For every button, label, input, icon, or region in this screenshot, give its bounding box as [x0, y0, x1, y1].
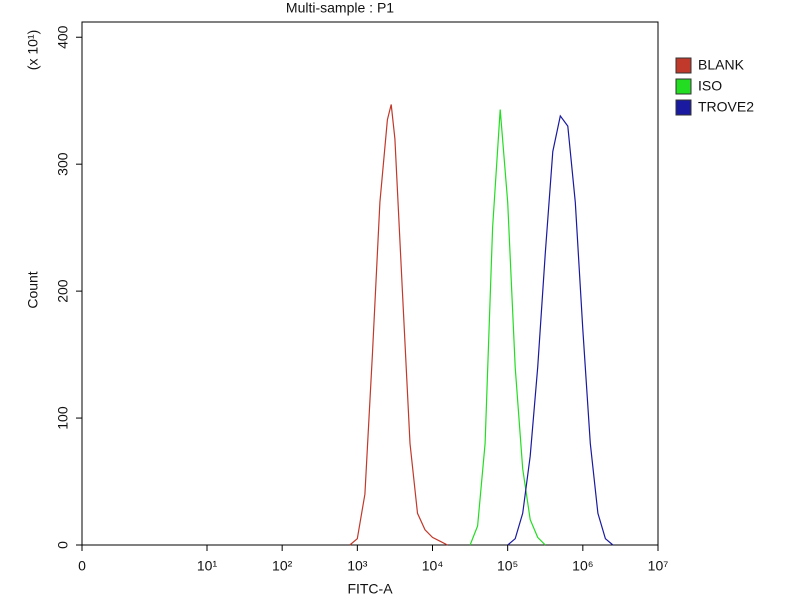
legend-label: TROVE2: [698, 99, 754, 115]
y-tick-label: 400: [55, 25, 71, 49]
x-tick-label: 10⁵: [497, 558, 518, 574]
x-tick-label: 10⁶: [572, 558, 593, 574]
y-axis-label: Count: [25, 271, 41, 308]
plot-frame: [81, 21, 659, 546]
chart-title: Multi-sample : P1: [286, 0, 394, 16]
x-tick-label: 0: [78, 558, 86, 574]
legend-swatch: [675, 78, 692, 95]
y-multiplier: (x 10¹): [25, 30, 41, 70]
legend-swatch: [675, 99, 692, 116]
histogram-line: [507, 114, 614, 546]
x-tick-label: 10³: [347, 558, 368, 574]
x-tick-label: 10²: [272, 558, 293, 574]
y-tick-label: 300: [55, 152, 71, 176]
y-tick-label: 0: [55, 541, 71, 549]
legend-swatch: [675, 57, 692, 74]
x-tick-label: 10⁷: [648, 558, 669, 574]
histogram-line: [469, 109, 546, 546]
legend-label: ISO: [698, 78, 722, 94]
y-tick-label: 200: [55, 279, 71, 303]
x-tick-label: 10¹: [197, 558, 218, 574]
x-axis-label: FITC-A: [347, 581, 393, 597]
y-tick-label: 100: [55, 406, 71, 430]
legend-label: BLANK: [698, 57, 745, 73]
histogram-line: [349, 104, 448, 546]
x-tick-label: 10⁴: [422, 558, 444, 574]
